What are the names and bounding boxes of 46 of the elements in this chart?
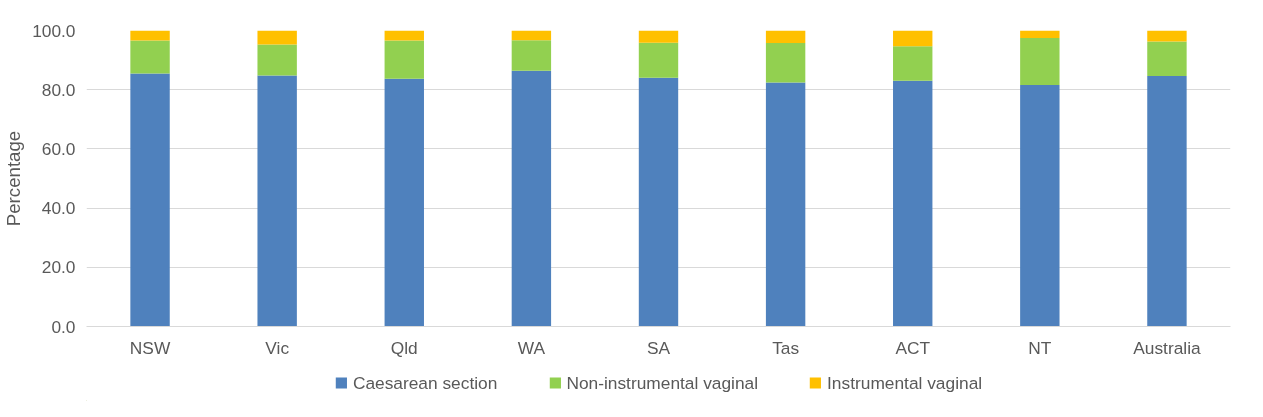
bar [1147,76,1187,327]
bar [765,82,806,327]
x-tick-label: WA [517,337,546,358]
bar [638,42,679,78]
bar [765,30,806,43]
bar [257,44,297,76]
bar [893,46,933,81]
legend-label: Non-instrumental vaginal [566,372,759,393]
legend-label: Caesarean section [352,372,498,393]
x-tick-label: SA [646,337,671,358]
y-tick-label: 20.0 [41,257,76,278]
bar [638,77,679,327]
bar [511,70,552,327]
bar [1020,30,1060,38]
x-tick-label: Australia [1133,337,1202,358]
legend-label: Instrumental vaginal [827,372,983,393]
bar [257,30,297,45]
bar [384,40,424,79]
bar [1147,41,1187,77]
bar [893,80,933,327]
x-tick-label: ACT [895,337,931,358]
x-tick-label: Vic [265,337,290,358]
bar [893,30,933,47]
x-tick-label: Tas [772,337,800,358]
y-tick-label: 100.0 [32,20,76,41]
bar [257,75,297,327]
y-tick-label: 0.0 [51,316,76,337]
x-tick-label: NT [1028,337,1052,358]
bar [511,40,552,71]
bar [511,30,552,41]
bar [638,30,679,43]
bar [765,42,806,83]
y-tick-label: 40.0 [41,198,76,219]
y-tick-label: 60.0 [41,138,76,159]
bar [1147,30,1187,42]
y-axis-title: Percentage [3,130,25,227]
bar [1020,37,1060,85]
bar [1020,84,1060,327]
bar [130,73,170,327]
x-tick-label: NSW [129,337,171,358]
x-tick-label: Qld [390,337,418,358]
bar [384,78,424,327]
bar [384,30,424,41]
bar [130,30,170,41]
bar [130,40,170,74]
y-tick-label: 80.0 [41,79,76,100]
